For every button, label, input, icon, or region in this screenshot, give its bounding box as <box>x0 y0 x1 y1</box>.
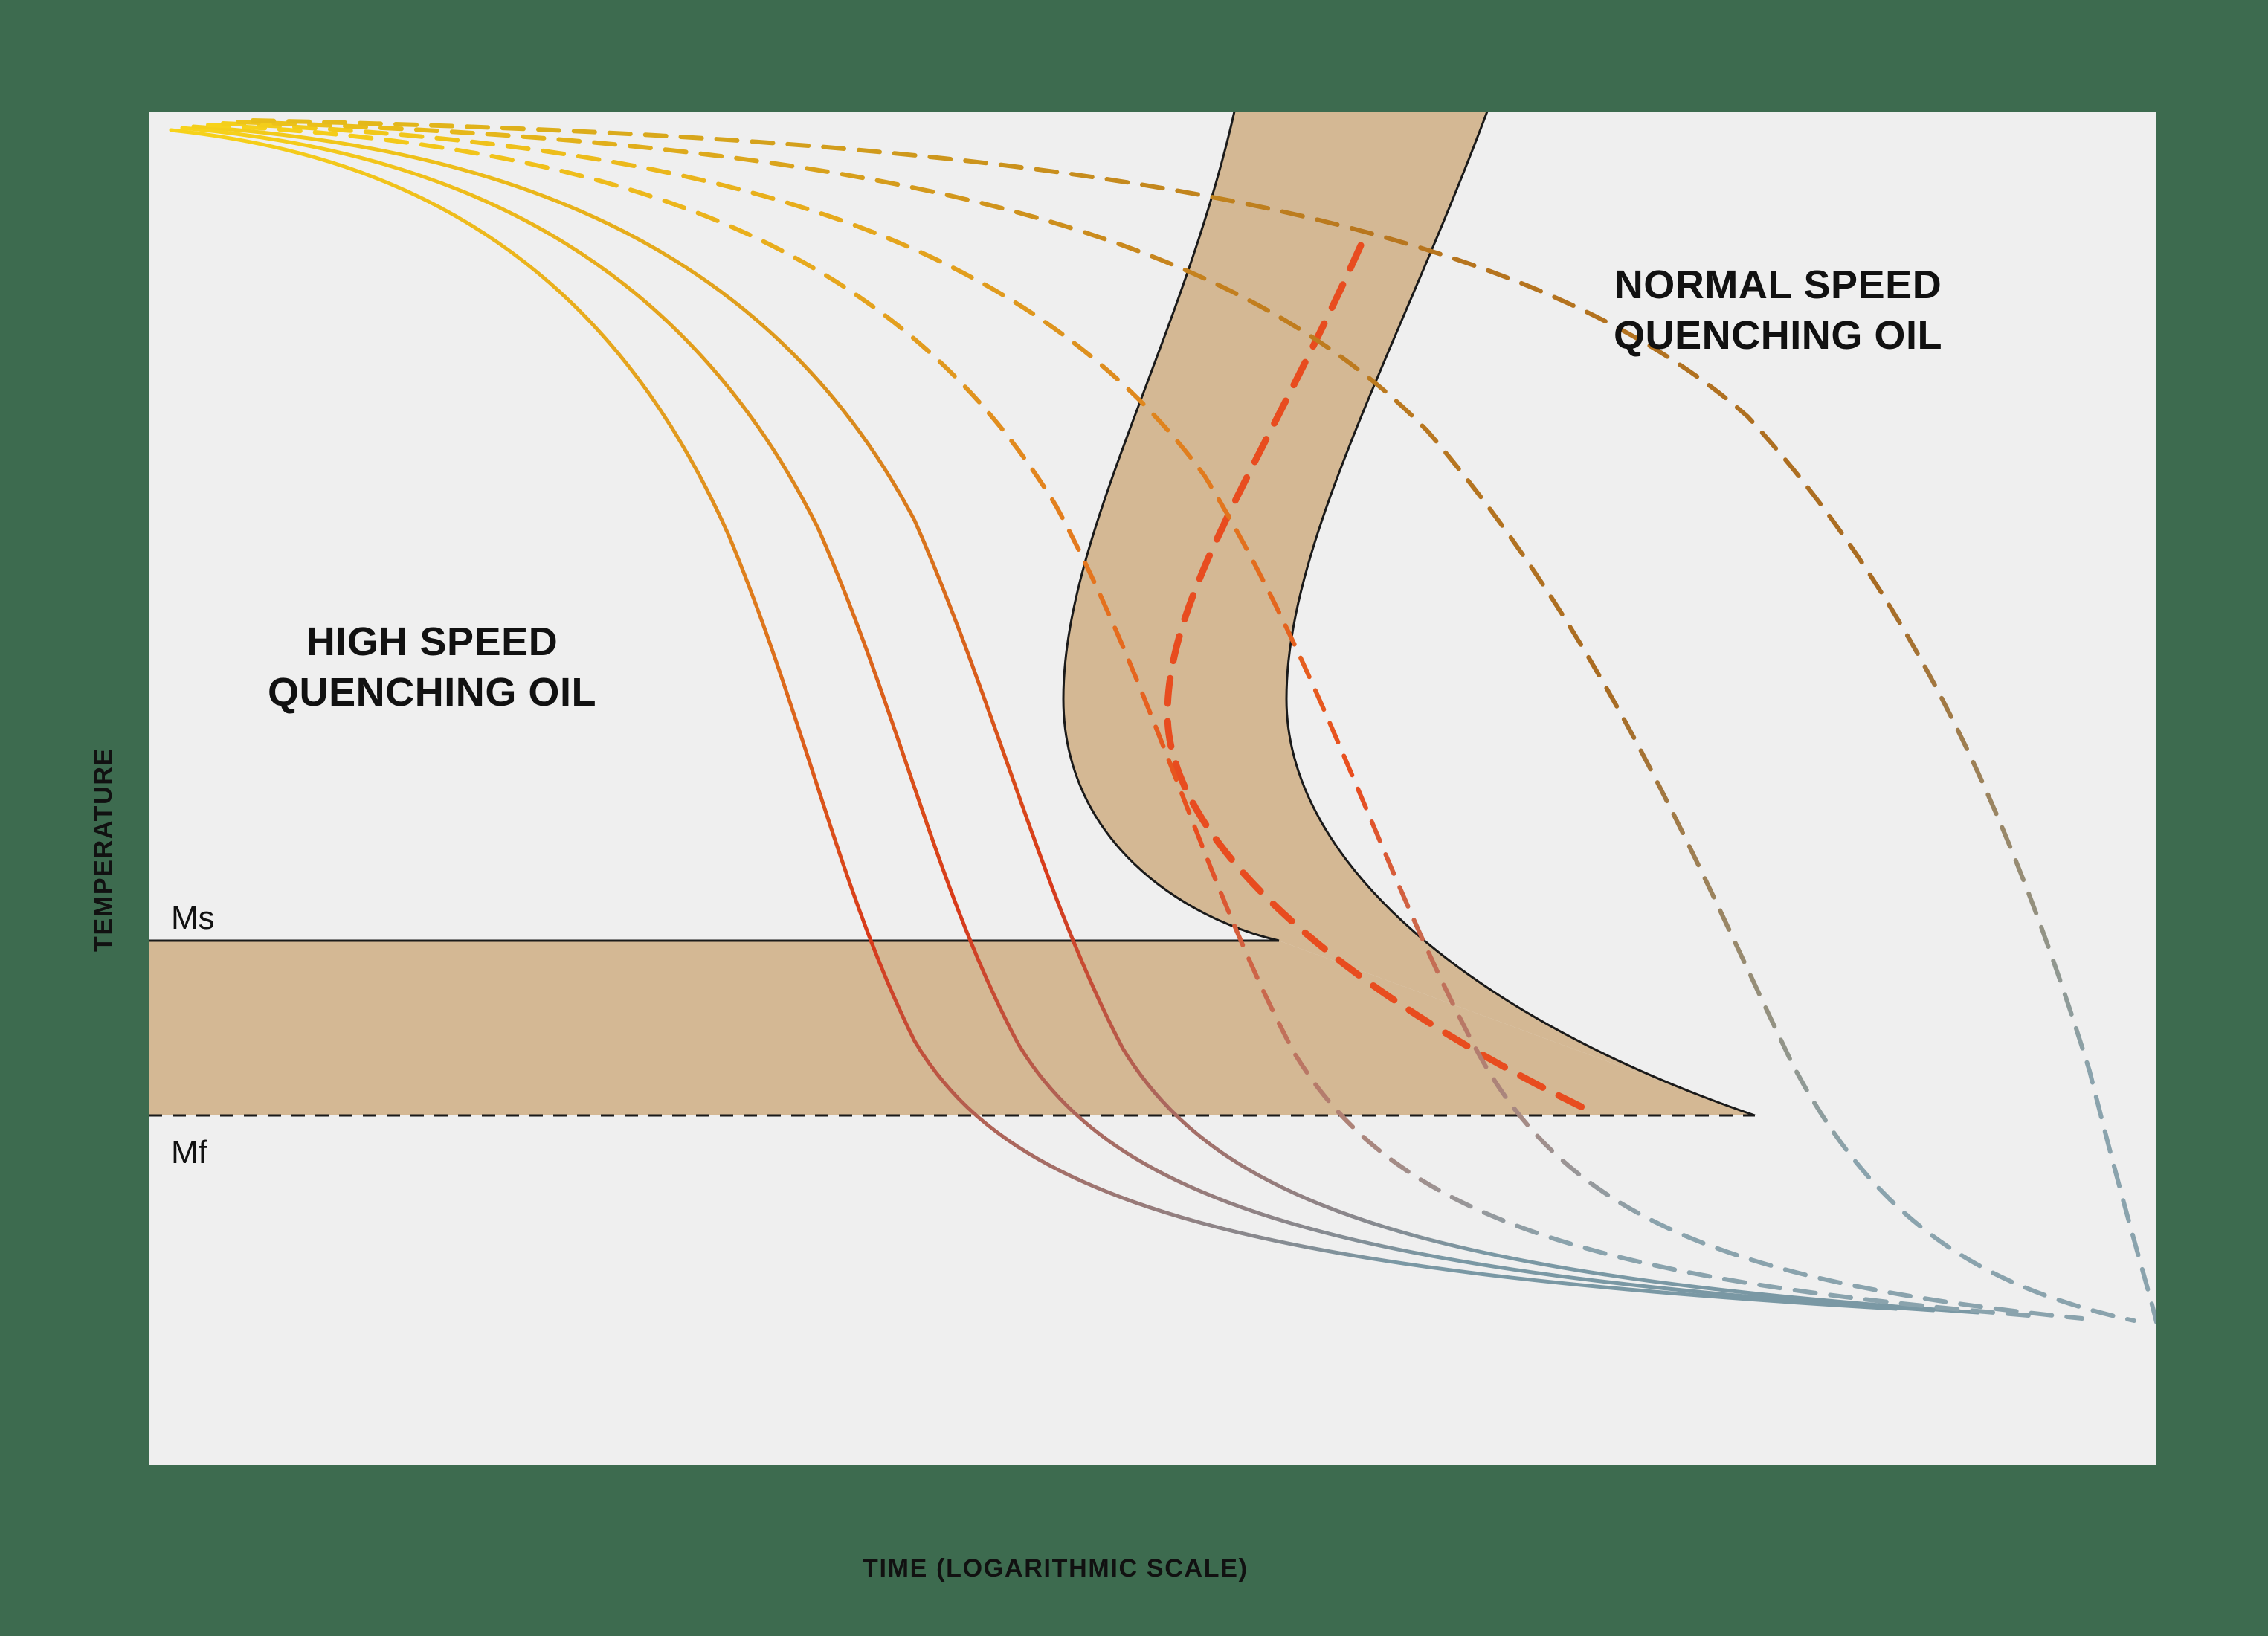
high-speed-line1: HIGH SPEED <box>306 619 558 664</box>
normal-speed-line1: NORMAL SPEED <box>1614 263 1942 307</box>
x-axis-label: TIME (LOGARITHMIC SCALE) <box>863 1554 1249 1583</box>
y-axis-label: TEMPERATURE <box>89 747 118 952</box>
high-speed-line2: QUENCHING OIL <box>268 670 596 715</box>
normal-speed-label: NORMAL SPEED QUENCHING OIL <box>1614 260 1942 361</box>
ms-label: Ms <box>171 900 215 937</box>
diagram-svg <box>0 0 2268 1636</box>
high-speed-label: HIGH SPEED QUENCHING OIL <box>268 617 596 718</box>
mf-label: Mf <box>171 1134 207 1171</box>
normal-speed-line2: QUENCHING OIL <box>1614 313 1942 358</box>
